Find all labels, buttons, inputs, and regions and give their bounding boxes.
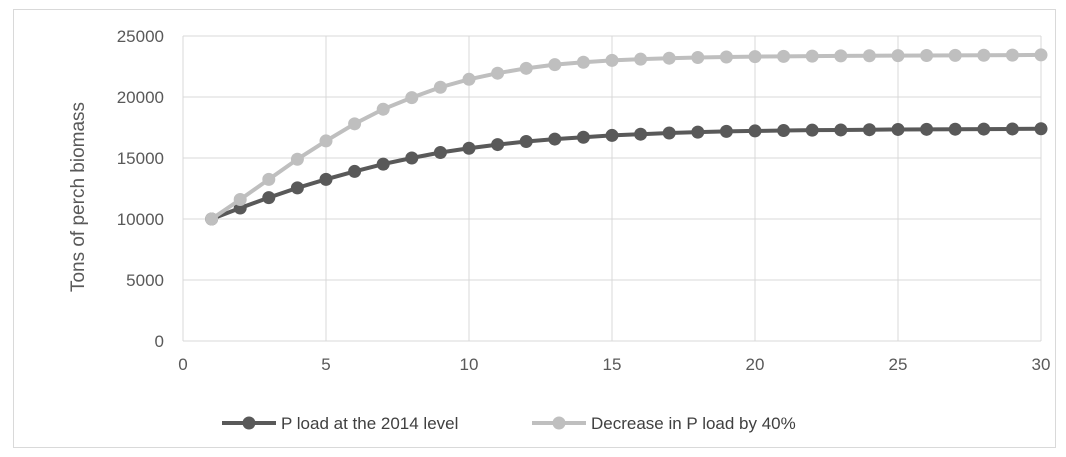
data-point xyxy=(433,80,447,94)
data-point xyxy=(233,192,247,206)
data-point xyxy=(662,51,676,65)
legend-item-1: P load at the 2014 level xyxy=(222,414,458,433)
legend-marker xyxy=(242,416,256,430)
data-point xyxy=(262,191,276,205)
data-point xyxy=(948,48,962,62)
data-point xyxy=(805,49,819,63)
x-tick-label: 20 xyxy=(746,355,765,374)
data-point xyxy=(977,122,991,136)
data-point xyxy=(920,49,934,63)
x-tick-label: 5 xyxy=(321,355,330,374)
series-line xyxy=(210,52,1042,221)
data-point xyxy=(605,53,619,67)
data-point xyxy=(348,164,362,178)
data-point xyxy=(834,49,848,63)
data-point xyxy=(319,172,333,186)
data-point xyxy=(1005,122,1019,136)
data-point xyxy=(948,122,962,136)
gridlines xyxy=(182,35,1042,342)
y-tick-label: 5000 xyxy=(126,271,164,290)
y-tick-label: 20000 xyxy=(117,88,164,107)
data-point xyxy=(290,152,304,166)
data-point xyxy=(405,91,419,105)
x-tick-label: 25 xyxy=(889,355,908,374)
data-point xyxy=(748,50,762,64)
data-point xyxy=(777,124,791,138)
x-tick-label: 30 xyxy=(1032,355,1051,374)
data-point xyxy=(691,125,705,139)
chart-frame xyxy=(13,9,1056,448)
y-axis-title: Tons of perch biomass xyxy=(68,102,89,292)
data-point xyxy=(576,130,590,144)
data-point xyxy=(777,49,791,63)
data-point xyxy=(1005,48,1019,62)
data-point xyxy=(920,122,934,136)
data-point xyxy=(634,127,648,141)
data-point xyxy=(834,123,848,137)
data-point xyxy=(548,132,562,146)
data-point xyxy=(262,172,276,186)
data-point xyxy=(491,138,505,152)
data-point xyxy=(805,123,819,137)
series xyxy=(205,48,1048,226)
axes: 0 5000 10000 15000 20000 25000 0 5 10 15 20 25 30 xyxy=(117,27,1051,374)
series-1 xyxy=(205,122,1048,226)
data-point xyxy=(977,48,991,62)
series-2 xyxy=(205,48,1048,226)
y-tick-label: 0 xyxy=(155,332,164,351)
data-point xyxy=(319,134,333,148)
data-point xyxy=(605,128,619,142)
legend-marker xyxy=(552,416,566,430)
data-point xyxy=(205,212,219,226)
data-point xyxy=(519,61,533,75)
x-tick-label: 10 xyxy=(460,355,479,374)
data-point xyxy=(891,49,905,63)
data-point xyxy=(662,126,676,140)
data-point xyxy=(862,49,876,63)
legend-label: P load at the 2014 level xyxy=(281,414,458,433)
data-point xyxy=(1034,122,1048,136)
y-tick-label: 10000 xyxy=(117,210,164,229)
data-point xyxy=(719,50,733,64)
data-point xyxy=(348,117,362,131)
x-tick-label: 0 xyxy=(178,355,187,374)
y-tick-label: 25000 xyxy=(117,27,164,46)
x-tick-label: 15 xyxy=(603,355,622,374)
data-point xyxy=(719,124,733,138)
data-point xyxy=(405,151,419,165)
data-point xyxy=(1034,48,1048,62)
data-point xyxy=(462,72,476,86)
data-point xyxy=(462,141,476,155)
data-point xyxy=(290,181,304,195)
data-point xyxy=(576,55,590,69)
data-point xyxy=(376,102,390,116)
legend-label: Decrease in P load by 40% xyxy=(591,414,796,433)
data-point xyxy=(862,123,876,137)
data-point xyxy=(748,124,762,138)
data-point xyxy=(433,146,447,160)
legend: P load at the 2014 level Decrease in P lo… xyxy=(222,414,796,433)
series-line xyxy=(210,126,1042,221)
data-point xyxy=(519,135,533,149)
data-point xyxy=(491,66,505,80)
data-point xyxy=(376,157,390,171)
y-tick-label: 15000 xyxy=(117,149,164,168)
data-point xyxy=(691,50,705,64)
legend-item-2: Decrease in P load by 40% xyxy=(532,414,796,433)
data-point xyxy=(891,122,905,136)
data-point xyxy=(634,52,648,66)
data-point xyxy=(548,58,562,72)
